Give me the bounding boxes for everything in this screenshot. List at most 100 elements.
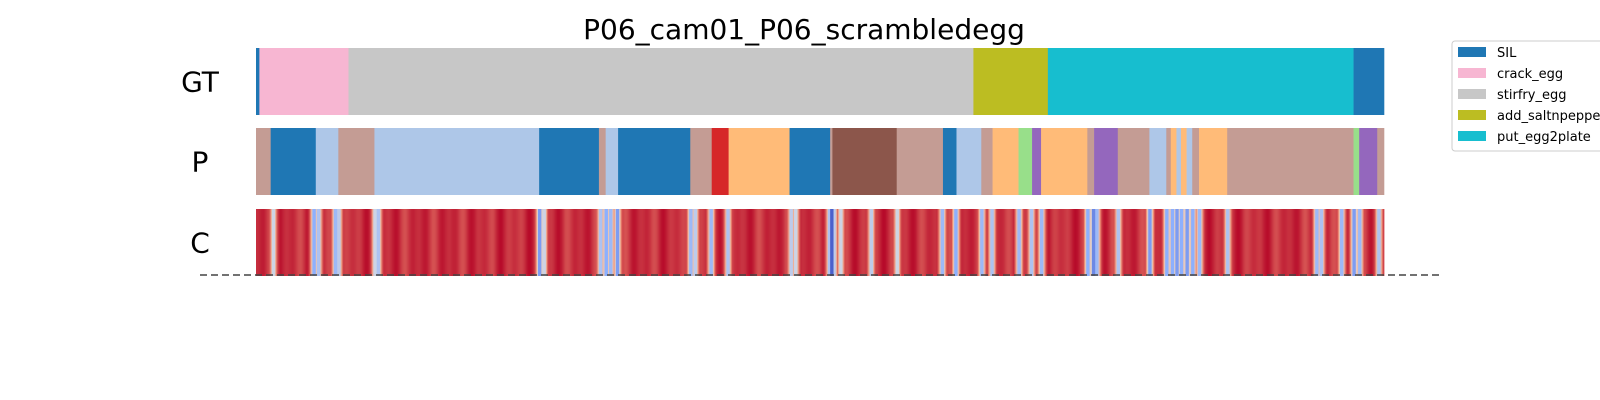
- confidence-cell: [309, 209, 311, 276]
- confidence-cell: [741, 209, 743, 276]
- confidence-cell: [665, 209, 667, 276]
- confidence-cell: [312, 209, 314, 276]
- confidence-cell: [812, 209, 814, 276]
- confidence-cell: [744, 209, 746, 276]
- confidence-cell: [299, 209, 302, 276]
- confidence-cell: [748, 209, 751, 276]
- confidence-cell: [923, 209, 926, 276]
- confidence-cell: [521, 209, 523, 276]
- confidence-cell: [1206, 209, 1209, 276]
- legend-swatch-0: [1458, 47, 1486, 57]
- confidence-cell: [365, 209, 367, 276]
- confidence-cell: [371, 209, 373, 276]
- confidence-cell: [697, 209, 699, 276]
- segment-p-30: [1180, 128, 1187, 195]
- confidence-cell: [702, 209, 705, 276]
- confidence-cell: [733, 209, 735, 276]
- confidence-cell: [915, 209, 918, 276]
- confidence-cell: [1213, 209, 1216, 276]
- confidence-cell: [580, 209, 583, 276]
- confidence-cell: [945, 209, 947, 276]
- confidence-cell: [668, 209, 671, 276]
- confidence-cell: [603, 209, 605, 276]
- confidence-cell: [720, 209, 723, 276]
- confidence-cell: [499, 209, 502, 276]
- segment-p-9: [690, 128, 713, 195]
- confidence-cell: [732, 209, 734, 276]
- confidence-cell: [948, 209, 951, 276]
- segment-p-8: [618, 128, 691, 195]
- confidence-cell: [701, 209, 704, 276]
- confidence-cell: [332, 209, 335, 276]
- confidence-cell: [994, 209, 997, 276]
- confidence-cell: [1095, 209, 1097, 276]
- confidence-cell: [1122, 209, 1124, 276]
- confidence-cell: [853, 209, 856, 276]
- confidence-cell: [633, 209, 636, 276]
- confidence-cell: [433, 209, 435, 276]
- segment-p-23: [1087, 128, 1095, 195]
- confidence-cell: [472, 209, 475, 276]
- confidence-cell: [1294, 209, 1297, 276]
- segment-p-34: [1227, 128, 1354, 195]
- legend: SIL crack_egg stirfry_egg add_saltnpepperpu…: [1451, 40, 1600, 152]
- confidence-cell: [1226, 209, 1228, 276]
- confidence-cell: [594, 209, 596, 276]
- confidence-cell: [614, 209, 617, 276]
- confidence-cell: [1060, 209, 1062, 276]
- confidence-cell: [1314, 209, 1316, 276]
- segment-p-13: [830, 128, 833, 195]
- confidence-cell: [698, 209, 700, 276]
- confidence-cell: [1041, 209, 1043, 276]
- confidence-cell: [1107, 209, 1110, 276]
- confidence-cell: [1061, 209, 1063, 276]
- confidence-cell: [474, 209, 477, 276]
- confidence-cell: [1361, 209, 1363, 276]
- confidence-cell: [296, 209, 299, 276]
- confidence-cell: [1362, 209, 1365, 276]
- confidence-cell: [638, 209, 640, 276]
- confidence-cell: [498, 209, 501, 276]
- confidence-cell: [778, 209, 780, 276]
- confidence-cell: [857, 209, 859, 276]
- confidence-cell: [430, 209, 433, 276]
- confidence-cell: [1297, 209, 1299, 276]
- confidence-cell: [314, 209, 317, 276]
- segment-p-31: [1186, 128, 1193, 195]
- confidence-cell: [1379, 209, 1382, 276]
- confidence-cell: [1112, 209, 1114, 276]
- confidence-cell: [559, 209, 561, 276]
- confidence-cell: [825, 209, 828, 276]
- confidence-cell: [285, 209, 287, 276]
- confidence-cell: [1264, 209, 1266, 276]
- confidence-cell: [762, 209, 764, 276]
- confidence-cell: [578, 209, 581, 276]
- confidence-cell: [686, 209, 689, 276]
- confidence-cell: [718, 209, 721, 276]
- segment-gt-0: [256, 48, 260, 115]
- confidence-cell: [711, 209, 714, 276]
- confidence-cell: [257, 209, 259, 276]
- confidence-cell: [1232, 209, 1235, 276]
- confidence-cell: [1105, 209, 1107, 276]
- confidence-cell: [1145, 209, 1148, 276]
- confidence-cell: [469, 209, 471, 276]
- confidence-cell: [393, 209, 396, 276]
- confidence-cell: [424, 209, 426, 276]
- confidence-cell: [553, 209, 556, 276]
- confidence-cell: [1255, 209, 1257, 276]
- confidence-cell: [658, 209, 661, 276]
- confidence-cell: [645, 209, 647, 276]
- confidence-cell: [838, 209, 840, 276]
- confidence-cell: [639, 209, 642, 276]
- confidence-cell: [650, 209, 653, 276]
- confidence-cell: [409, 209, 411, 276]
- confidence-cell: [850, 209, 852, 276]
- confidence-cell: [776, 209, 778, 276]
- confidence-cell: [1082, 209, 1085, 276]
- confidence-cell: [848, 209, 850, 276]
- confidence-cell: [869, 209, 872, 276]
- confidence-cell: [832, 209, 834, 276]
- confidence-cell: [1014, 209, 1016, 276]
- confidence-cell: [356, 209, 358, 276]
